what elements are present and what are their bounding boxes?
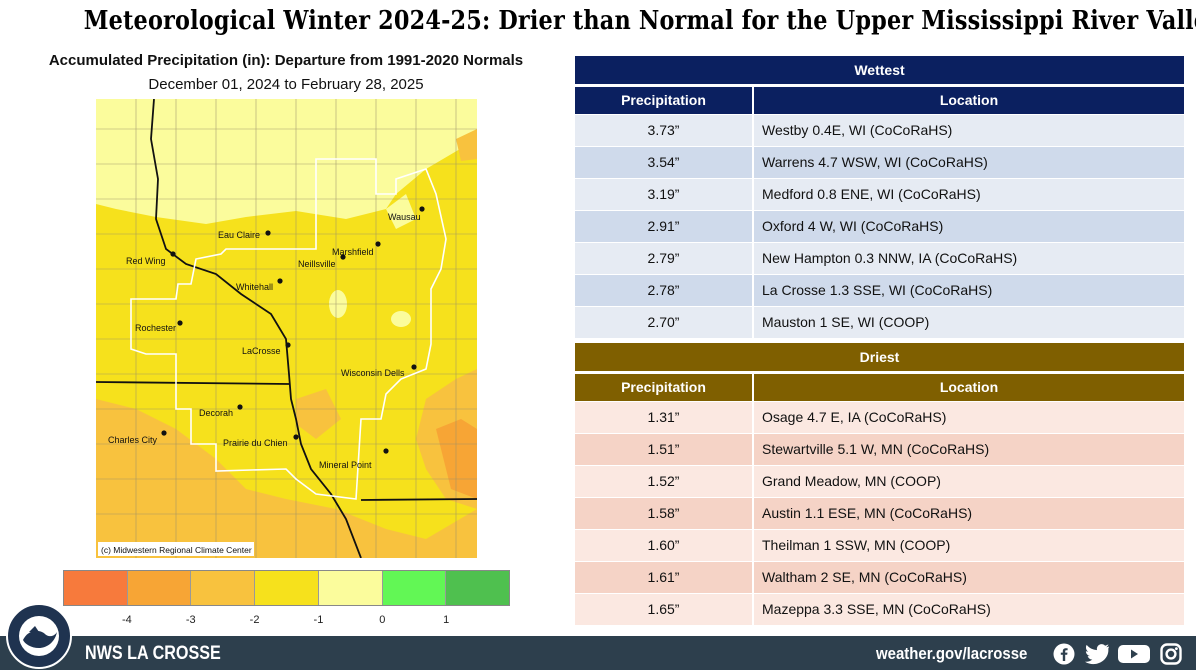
location-value: La Crosse 1.3 SSE, WI (CoCoRaHS) — [752, 275, 1184, 306]
location-value: Austin 1.1 ESE, MN (CoCoRaHS) — [752, 498, 1184, 529]
footer-bar: NWS LA CROSSE weather.gov/lacrosse — [0, 636, 1196, 670]
table-row: 1.61” Waltham 2 SE, MN (CoCoRaHS) — [575, 561, 1184, 593]
precip-value: 3.19” — [647, 186, 680, 202]
precip-value: 1.58” — [647, 505, 680, 521]
legend-label: -4 — [121, 614, 132, 626]
city-label: Neillsville — [298, 259, 336, 269]
precip-value: 3.54” — [647, 154, 680, 170]
youtube-icon[interactable] — [1117, 643, 1151, 665]
city-label: Whitehall — [236, 282, 273, 292]
table-row: 3.73” Westby 0.4E, WI (CoCoRaHS) — [575, 114, 1184, 146]
city-label: Red Wing — [126, 256, 166, 266]
table-row: 2.79” New Hampton 0.3 NNW, IA (CoCoRaHS) — [575, 242, 1184, 274]
table-row: 1.51” Stewartville 5.1 W, MN (CoCoRaHS) — [575, 433, 1184, 465]
precip-value: 2.78” — [647, 282, 680, 298]
legend-label: 0 — [379, 614, 386, 626]
table-row: 3.19” Medford 0.8 ENE, WI (CoCoRaHS) — [575, 178, 1184, 210]
map-title: Accumulated Precipitation (in): Departur… — [48, 52, 524, 69]
col-precipitation: Precipitation — [621, 379, 706, 395]
legend-label: 1 — [443, 614, 450, 626]
location-value: Stewartville 5.1 W, MN (CoCoRaHS) — [752, 434, 1184, 465]
city-label: Wisconsin Dells — [341, 368, 405, 378]
col-precipitation: Precipitation — [621, 92, 706, 108]
precip-value: 1.51” — [647, 441, 680, 457]
location-value: New Hampton 0.3 NNW, IA (CoCoRaHS) — [752, 243, 1184, 274]
table-row: 2.91” Oxford 4 W, WI (CoCoRaHS) — [575, 210, 1184, 242]
precipitation-departure-map: Wausau Eau Claire Marshfield Red Wing Ne… — [96, 99, 477, 558]
wettest-header: Wettest — [575, 56, 1184, 84]
legend-swatch — [255, 571, 319, 605]
table-row: 1.60” Theilman 1 SSW, MN (COOP) — [575, 529, 1184, 561]
facebook-icon[interactable] — [1053, 643, 1075, 665]
footer-brand: NWS LA CROSSE — [85, 643, 221, 664]
precip-value: 1.31” — [647, 409, 680, 425]
precipitation-legend — [63, 570, 510, 606]
table-row: 2.78” La Crosse 1.3 SSE, WI (CoCoRaHS) — [575, 274, 1184, 306]
page-title: Meteorological Winter 2024-25: Drier tha… — [83, 6, 1196, 36]
legend-label: -1 — [313, 614, 324, 626]
precip-value: 3.73” — [647, 122, 680, 138]
location-value: Theilman 1 SSW, MN (COOP) — [752, 530, 1184, 561]
city-label: Marshfield — [332, 247, 374, 257]
table-row: 3.54” Warrens 4.7 WSW, WI (CoCoRaHS) — [575, 146, 1184, 178]
wettest-table: Wettest Precipitation Location 3.73” West… — [575, 56, 1184, 338]
legend-swatch — [446, 571, 510, 605]
city-label: Decorah — [199, 408, 233, 418]
location-value: Medford 0.8 ENE, WI (CoCoRaHS) — [752, 179, 1184, 210]
table-row: 1.52” Grand Meadow, MN (COOP) — [575, 465, 1184, 497]
precip-value: 2.70” — [647, 314, 680, 330]
location-value: Grand Meadow, MN (COOP) — [752, 466, 1184, 497]
nws-logo-icon — [6, 603, 72, 669]
table-row: 1.58” Austin 1.1 ESE, MN (CoCoRaHS) — [575, 497, 1184, 529]
location-value: Waltham 2 SE, MN (CoCoRaHS) — [752, 562, 1184, 593]
driest-column-headers: Precipitation Location — [575, 374, 1184, 401]
precip-value: 1.61” — [647, 569, 680, 585]
legend-swatch — [191, 571, 256, 605]
footer-url[interactable]: weather.gov/lacrosse — [876, 644, 1028, 663]
table-row: 2.70” Mauston 1 SE, WI (COOP) — [575, 306, 1184, 338]
city-label: LaCrosse — [242, 346, 281, 356]
city-label: Wausau — [388, 212, 421, 222]
precip-value: 1.65” — [647, 601, 680, 617]
city-label: Mineral Point — [319, 460, 372, 470]
legend-swatch — [318, 571, 383, 605]
city-label: Rochester — [135, 323, 176, 333]
legend-swatch — [64, 571, 128, 605]
legend-label: -3 — [185, 614, 196, 626]
precip-value: 2.91” — [647, 218, 680, 234]
city-label: Charles City — [108, 435, 158, 445]
wettest-column-headers: Precipitation Location — [575, 87, 1184, 114]
location-value: Osage 4.7 E, IA (CoCoRaHS) — [752, 402, 1184, 433]
precip-value: 1.52” — [647, 473, 680, 489]
precip-value: 1.60” — [647, 537, 680, 553]
col-location: Location — [752, 374, 1184, 401]
location-value: Oxford 4 W, WI (CoCoRaHS) — [752, 211, 1184, 242]
col-location: Location — [752, 87, 1184, 114]
table-row: 1.65” Mazeppa 3.3 SSE, MN (CoCoRaHS) — [575, 593, 1184, 625]
instagram-icon[interactable] — [1160, 643, 1182, 665]
legend-swatch — [127, 571, 192, 605]
city-label: Eau Claire — [218, 230, 260, 240]
map-subtitle: December 01, 2024 to February 28, 2025 — [148, 76, 424, 93]
city-label: Prairie du Chien — [223, 438, 288, 448]
legend-swatch — [382, 571, 447, 605]
location-value: Mauston 1 SE, WI (COOP) — [752, 307, 1184, 338]
location-value: Warrens 4.7 WSW, WI (CoCoRaHS) — [752, 147, 1184, 178]
location-value: Mazeppa 3.3 SSE, MN (CoCoRaHS) — [752, 594, 1184, 625]
precip-value: 2.79” — [647, 250, 680, 266]
driest-table: Driest Precipitation Location 1.31” Osage… — [575, 343, 1184, 625]
map-credit: (c) Midwestern Regional Climate Center — [101, 545, 252, 555]
table-row: 1.31” Osage 4.7 E, IA (CoCoRaHS) — [575, 401, 1184, 433]
legend-label: -2 — [249, 614, 260, 626]
twitter-icon[interactable] — [1084, 643, 1110, 665]
driest-header: Driest — [575, 343, 1184, 371]
location-value: Westby 0.4E, WI (CoCoRaHS) — [752, 115, 1184, 146]
